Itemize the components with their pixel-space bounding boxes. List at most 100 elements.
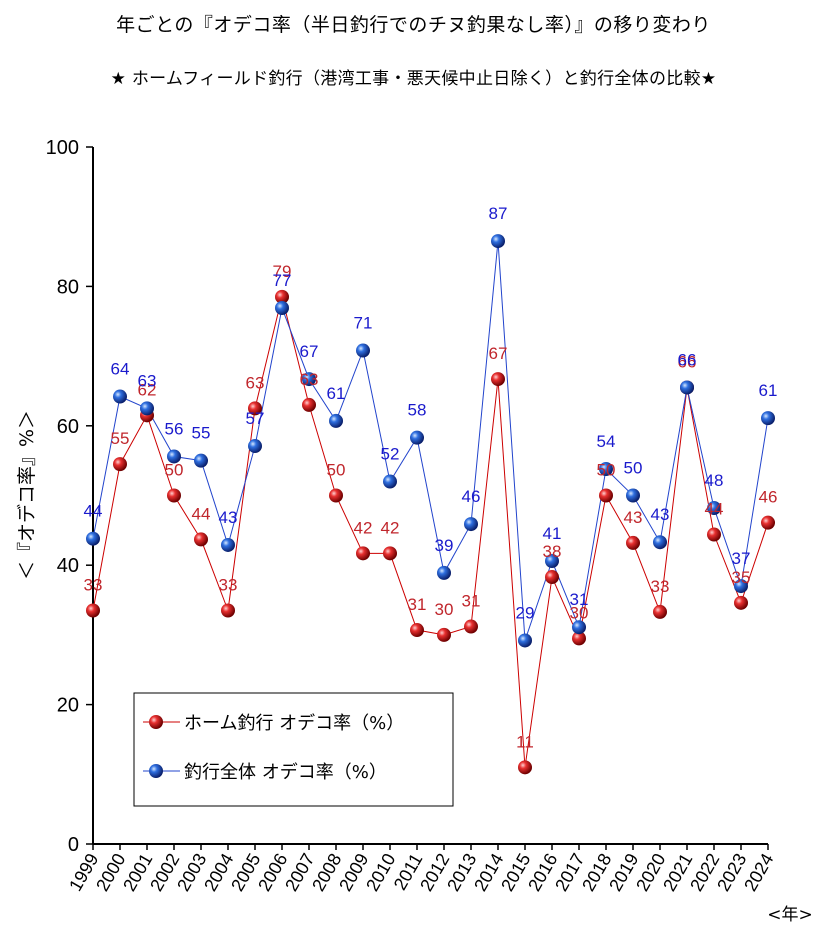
data-point-home [572,631,586,646]
data-point-home [356,546,370,561]
y-tick-label: 0 [68,834,79,856]
data-point-all [167,449,181,464]
data-label-home: 50 [327,461,346,480]
data-label-home: 50 [165,461,184,480]
data-point-home [167,488,181,503]
x-tick-label: 2024 [740,850,777,895]
data-label-home: 31 [408,595,427,614]
data-point-all [599,462,613,477]
data-label-all: 56 [165,419,184,438]
chart-title: 年ごとの『オデコ率（半日釣行でのチヌ釣果なし率）』の移り変わり [116,14,711,36]
data-point-home [302,397,316,412]
data-label-all: 52 [381,445,400,464]
data-point-home [653,604,667,619]
y-tick-label: 60 [57,416,79,438]
data-label-home: 67 [489,344,508,363]
data-point-all [194,453,208,468]
data-point-all [302,372,316,387]
data-point-home [410,623,424,638]
data-point-all [707,501,721,516]
data-point-home [383,546,397,561]
data-point-all [680,380,694,395]
data-point-home [491,372,505,387]
data-label-all: 77 [273,271,292,290]
data-point-all [275,301,289,316]
x-tick-label: 2010 [362,850,399,895]
data-label-all: 39 [435,536,454,555]
data-point-home [113,457,127,472]
data-label-home: 63 [300,370,319,389]
data-label-all: 61 [759,381,778,400]
data-label-all: 46 [462,487,481,506]
legend-label-all: 釣行全体 オデコ率（%） [184,762,387,783]
data-point-home [626,535,640,550]
data-label-all: 31 [570,590,589,609]
data-point-all [545,554,559,569]
data-label-home: 38 [543,542,562,561]
data-point-home [194,532,208,547]
data-label-home: 31 [462,592,481,611]
data-label-all: 55 [192,424,211,443]
data-point-all [356,343,370,358]
series-line-home [92,296,769,768]
data-label-home: 46 [759,488,778,507]
data-label-all: 58 [408,401,427,420]
data-point-home [518,760,532,775]
data-label-all: 43 [651,505,670,524]
data-label-home: 62 [138,380,157,399]
x-axis-label: <年> [767,905,813,925]
series-line-all [92,241,769,641]
y-tick-label: 80 [57,276,79,298]
data-label-all: 43 [219,508,238,527]
data-label-all: 50 [624,459,643,478]
data-label-home: 55 [111,429,130,448]
data-point-all [329,413,343,428]
data-label-home: 33 [84,576,103,595]
data-label-all: 41 [543,524,562,543]
data-point-home [437,627,451,642]
y-tick-label: 100 [46,137,79,159]
legend-box [133,692,454,807]
data-label-all: 44 [84,502,103,521]
legend-marker-home [149,715,163,729]
data-point-home [464,619,478,634]
data-point-all [518,633,532,648]
y-tick-label: 40 [57,555,79,577]
data-label-all: 64 [111,360,130,379]
data-label-home: 44 [705,500,724,519]
data-label-home: 79 [273,262,292,281]
data-point-all [248,439,262,454]
series-points [86,234,775,775]
data-point-home [761,515,775,530]
legend-label-home: ホーム釣行 オデコ率（%） [184,713,404,734]
data-label-all: 63 [138,371,157,390]
data-label-home: 30 [570,603,589,622]
data-point-all [491,234,505,249]
data-point-all [626,488,640,503]
data-point-home [707,527,721,542]
data-point-all [734,579,748,594]
data-point-all [383,474,397,489]
data-label-all: 29 [516,603,535,622]
data-label-all: 71 [354,314,373,333]
data-label-all: 48 [705,471,724,490]
data-label-home: 63 [246,373,265,392]
data-point-home [221,603,235,618]
data-point-all [761,411,775,426]
data-label-home: 43 [624,508,643,527]
data-label-home: 33 [219,576,238,595]
y-tick-label: 20 [57,695,79,717]
chart-subtitle: ★ ホームフィールド釣行（港湾工事・悪天候中止日除く）と釣行全体の比較★ [110,69,717,89]
data-label-home: 42 [354,518,373,537]
data-point-home [275,289,289,304]
data-point-home [734,595,748,610]
data-label-home: 42 [381,518,400,537]
data-label-all: 66 [678,350,697,369]
data-label-all: 57 [246,409,265,428]
data-label-home: 44 [192,504,211,523]
data-point-home [86,603,100,618]
data-point-home [599,488,613,503]
data-point-all [113,389,127,404]
data-point-all [140,401,154,416]
